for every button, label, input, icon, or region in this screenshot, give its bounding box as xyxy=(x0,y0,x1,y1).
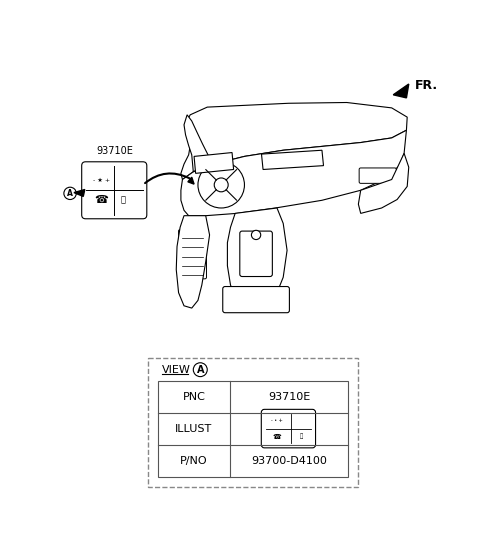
Text: 93710E: 93710E xyxy=(96,146,133,157)
Text: ⛰: ⛰ xyxy=(300,434,303,439)
Circle shape xyxy=(252,230,261,240)
Polygon shape xyxy=(194,153,234,173)
FancyBboxPatch shape xyxy=(147,358,359,487)
FancyBboxPatch shape xyxy=(223,287,289,312)
Polygon shape xyxy=(74,190,85,196)
FancyBboxPatch shape xyxy=(240,231,272,277)
Circle shape xyxy=(64,187,76,200)
Text: A: A xyxy=(67,189,73,198)
Polygon shape xyxy=(181,102,407,179)
FancyBboxPatch shape xyxy=(179,230,206,279)
Polygon shape xyxy=(188,177,194,184)
FancyBboxPatch shape xyxy=(82,162,147,219)
Polygon shape xyxy=(228,208,287,310)
Text: FR.: FR. xyxy=(415,79,438,92)
Polygon shape xyxy=(181,130,407,216)
Text: - ★ +: - ★ + xyxy=(93,178,109,183)
Text: 93710E: 93710E xyxy=(268,392,311,402)
Polygon shape xyxy=(359,153,409,214)
Text: P/NO: P/NO xyxy=(180,457,208,466)
Text: ☎: ☎ xyxy=(273,434,282,440)
FancyBboxPatch shape xyxy=(261,409,315,448)
FancyArrowPatch shape xyxy=(145,173,189,183)
Polygon shape xyxy=(176,216,210,308)
FancyBboxPatch shape xyxy=(157,381,348,477)
Text: A: A xyxy=(196,364,204,375)
Text: PNC: PNC xyxy=(182,392,205,402)
Text: ILLUST: ILLUST xyxy=(175,424,213,434)
Text: ☎: ☎ xyxy=(94,195,108,205)
Circle shape xyxy=(193,363,207,377)
Polygon shape xyxy=(262,150,324,169)
Polygon shape xyxy=(184,115,209,172)
Circle shape xyxy=(198,162,244,208)
Text: ⛰: ⛰ xyxy=(121,196,126,205)
FancyBboxPatch shape xyxy=(359,168,396,183)
Polygon shape xyxy=(393,84,409,98)
Text: VIEW: VIEW xyxy=(162,364,191,375)
Text: 93700-D4100: 93700-D4100 xyxy=(251,457,327,466)
Circle shape xyxy=(214,178,228,192)
Text: - • +: - • + xyxy=(272,418,283,423)
